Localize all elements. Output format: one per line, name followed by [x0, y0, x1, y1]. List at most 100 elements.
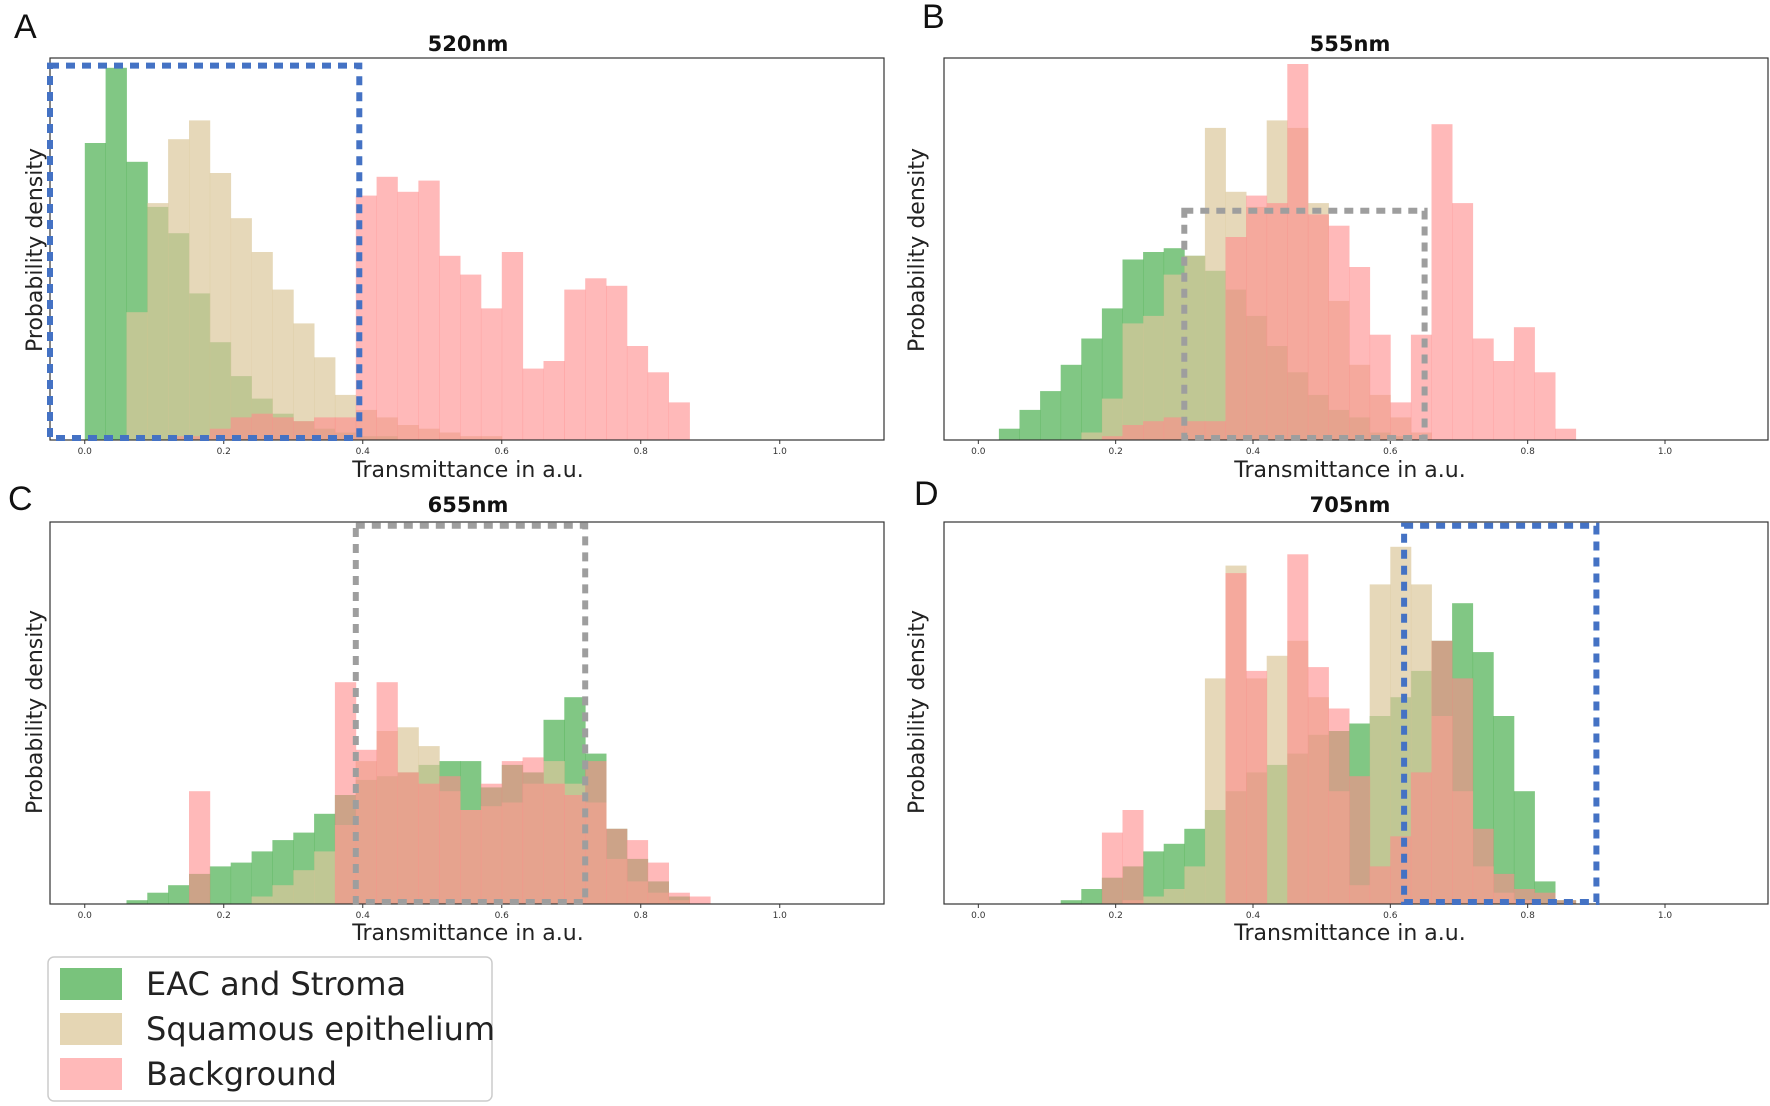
bar-squamous [251, 252, 273, 440]
bar-background [1472, 338, 1494, 440]
x-axis-label-b: Transmittance in a.u. [1233, 458, 1465, 483]
legend-swatch-eac-stroma [60, 968, 122, 1000]
x-tick-label: 0.6 [1383, 911, 1398, 921]
panel-c: C 655nm Transmittance in a.u. Probabilit… [8, 480, 885, 946]
chart-title-a: 520nm [428, 32, 509, 56]
bar-squamous [1184, 866, 1206, 904]
bar-background [522, 757, 544, 904]
bar-background [460, 274, 482, 440]
bar-squamous [1101, 398, 1123, 440]
bar-eac-stroma [1163, 843, 1185, 904]
bar-eac-stroma [168, 885, 190, 904]
highlight-box [1181, 207, 1428, 441]
bar-background [230, 417, 252, 440]
x-tick-label: 0.4 [1246, 911, 1261, 921]
bar-eac-stroma [1143, 851, 1165, 904]
bar-eac-stroma [209, 866, 232, 904]
plot-area-b: 0.0 0.2 0.4 0.6 0.8 1.0 [943, 57, 1769, 457]
bar-background [647, 862, 669, 904]
legend-swatch-background [60, 1058, 122, 1090]
bar-background [1493, 361, 1515, 440]
bar-background [1328, 225, 1350, 440]
bar-background [1246, 670, 1268, 904]
bar-background [1163, 417, 1185, 440]
bar-background [168, 436, 190, 440]
bar-background [334, 417, 357, 440]
bar-background [314, 417, 336, 440]
bar-squamous [251, 896, 273, 904]
bar-eac-stroma [1493, 716, 1515, 904]
bar-background [1266, 203, 1288, 440]
bar-eac-stroma [147, 892, 169, 904]
bar-background [1225, 573, 1247, 904]
bar-background [1555, 428, 1577, 440]
x-tick-label: 1.0 [1658, 911, 1673, 921]
bar-background [1369, 334, 1391, 440]
bar-eac-stroma [1513, 791, 1535, 904]
x-axis-label-c: Transmittance in a.u. [351, 921, 583, 946]
bar-squamous [314, 851, 336, 904]
chart-title-b: 555nm [1310, 32, 1391, 56]
panel-letter-b: B [922, 0, 945, 36]
bar-background [439, 776, 461, 904]
bar-background [564, 289, 586, 440]
bar-squamous [147, 203, 169, 440]
bar-squamous [1143, 896, 1165, 904]
bar-background [1101, 436, 1123, 440]
bar-squamous [1143, 315, 1165, 440]
x-tick-label: 0.4 [356, 447, 371, 457]
x-tick-label: 0.2 [1109, 911, 1123, 921]
bar-background [606, 285, 628, 440]
x-tick-label: 0.8 [634, 447, 649, 457]
bar-squamous [1369, 584, 1391, 904]
bar-background [543, 783, 565, 904]
bar-background [355, 749, 377, 904]
panel-d: D 705nm Transmittance in a.u. Probabilit… [905, 475, 1769, 946]
x-axis-label-d: Transmittance in a.u. [1233, 921, 1465, 946]
bar-eac-stroma [84, 143, 106, 440]
bar-background [501, 761, 524, 904]
bar-background [460, 810, 482, 904]
bar-squamous [1081, 432, 1103, 440]
bar-eac-stroma [126, 900, 148, 904]
bar-background [1349, 776, 1371, 904]
bar-squamous [230, 218, 252, 440]
bar-eac-stroma [1081, 338, 1103, 440]
bar-background [1246, 195, 1268, 440]
bar-background [480, 308, 503, 440]
legend-label-eac-stroma: EAC and Stroma [146, 965, 406, 1003]
y-axis-label-c: Probability density [23, 610, 48, 814]
bar-background [585, 278, 607, 440]
bar-background [647, 372, 669, 440]
bar-background [1307, 214, 1329, 440]
bar-background [1122, 810, 1144, 904]
x-tick-label: 1.0 [1658, 447, 1673, 457]
bar-background [1410, 334, 1432, 440]
highlight-box [47, 62, 363, 441]
y-axis-label-a: Probability density [23, 148, 48, 352]
bar-background [1287, 554, 1309, 904]
bar-background [1452, 678, 1474, 904]
x-tick-label: 1.0 [773, 447, 788, 457]
bar-background [418, 783, 440, 904]
bar-background [251, 413, 273, 440]
bar-background [1534, 892, 1556, 904]
bar-background [1328, 708, 1350, 904]
x-tick-label: 0.0 [971, 911, 986, 921]
panel-b: B 555nm Transmittance in a.u. Probabilit… [905, 0, 1769, 483]
panel-letter-a: A [14, 8, 37, 46]
bar-background [189, 436, 211, 440]
bar-squamous [293, 323, 315, 440]
bar-background [1204, 421, 1226, 440]
bar-background [501, 252, 524, 440]
plot-frame [49, 57, 885, 441]
bar-eac-stroma [230, 862, 252, 904]
legend-label-background: Background [146, 1055, 337, 1093]
bar-background [1390, 402, 1412, 440]
bar-background [668, 892, 690, 904]
series-background [168, 176, 690, 441]
x-tick-label: 0.8 [1521, 447, 1536, 457]
x-tick-label: 0.8 [634, 911, 649, 921]
panel-a: A 520nm Transmittance in a.u. Probabilit… [14, 8, 885, 483]
